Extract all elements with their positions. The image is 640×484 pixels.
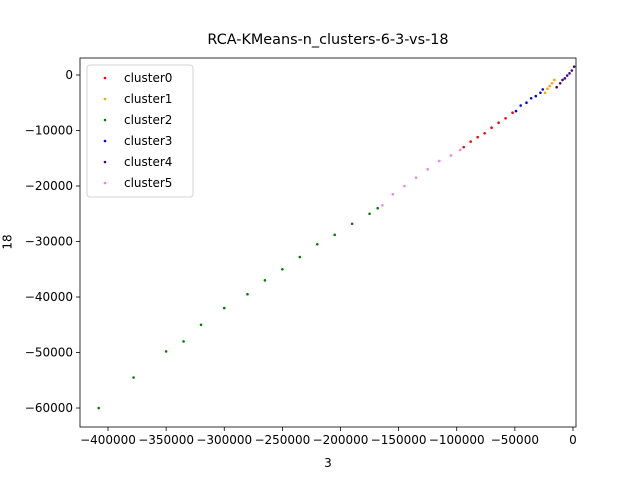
- legend-box: [86, 64, 194, 198]
- legend-marker: [103, 97, 107, 101]
- point: [164, 350, 168, 353]
- point: [543, 91, 547, 95]
- point: [414, 176, 418, 179]
- point: [462, 145, 466, 149]
- point: [381, 204, 384, 207]
- point: [539, 91, 542, 95]
- point: [391, 193, 395, 196]
- point: [368, 212, 371, 216]
- point: [546, 87, 549, 91]
- point: [438, 159, 441, 163]
- x-axis-label: 3: [324, 456, 332, 470]
- point: [561, 78, 564, 82]
- y-tick-label: 0: [65, 68, 73, 82]
- point: [534, 94, 538, 98]
- x-tick-label: −250000: [254, 433, 310, 447]
- legend-label: cluster4: [124, 155, 172, 169]
- legend-label: cluster0: [124, 71, 172, 85]
- x-tick-label: −150000: [371, 433, 427, 447]
- point: [298, 255, 302, 259]
- x-tick-label: 0: [569, 433, 577, 447]
- point: [281, 267, 284, 271]
- point: [568, 72, 571, 75]
- x-tick-label: −400000: [80, 433, 136, 447]
- point: [476, 135, 479, 139]
- point: [246, 292, 249, 296]
- y-tick-label: −40000: [25, 290, 73, 304]
- legend-label: cluster3: [124, 134, 172, 148]
- point: [519, 104, 522, 107]
- point: [558, 82, 562, 85]
- x-tick-label: −300000: [196, 433, 252, 447]
- point: [550, 82, 554, 85]
- legend-label: cluster5: [124, 176, 172, 190]
- point: [132, 376, 135, 379]
- point: [565, 74, 569, 77]
- point: [497, 121, 500, 125]
- point: [182, 340, 185, 343]
- point: [529, 96, 533, 100]
- point: [514, 109, 518, 113]
- point: [403, 184, 406, 188]
- x-tick-label: −50000: [491, 433, 539, 447]
- chart-title: RCA-KMeans-n_clusters-6-3-vs-18: [207, 32, 448, 48]
- legend-marker: [103, 181, 107, 185]
- point: [563, 77, 567, 80]
- x-tick-label: −200000: [313, 433, 369, 447]
- y-tick-label: −50000: [25, 346, 73, 360]
- point: [570, 69, 574, 72]
- point: [263, 279, 267, 282]
- point: [483, 131, 486, 135]
- legend-marker: [103, 139, 107, 143]
- point: [525, 101, 528, 105]
- point: [511, 111, 514, 115]
- point: [315, 242, 319, 246]
- point: [490, 126, 493, 130]
- legend-marker: [103, 118, 107, 122]
- point: [449, 154, 453, 157]
- point: [469, 140, 472, 143]
- legend-label: cluster2: [124, 113, 172, 127]
- plot-frame: [79, 57, 577, 428]
- x-tick-label: −100000: [429, 433, 485, 447]
- point: [376, 206, 379, 210]
- point: [199, 323, 203, 327]
- legend-label: cluster1: [124, 92, 172, 106]
- y-tick-label: −20000: [25, 179, 73, 193]
- y-tick-label: −60000: [25, 401, 73, 415]
- point: [426, 168, 429, 171]
- point: [222, 306, 226, 310]
- legend-marker: [103, 160, 107, 164]
- point: [333, 233, 336, 237]
- legend-marker: [103, 76, 107, 80]
- point: [553, 78, 556, 82]
- y-axis-label: 18: [1, 234, 15, 249]
- y-tick-label: −30000: [25, 235, 73, 249]
- point: [541, 88, 545, 91]
- point: [548, 84, 552, 88]
- point: [97, 406, 101, 410]
- y-tick-label: −10000: [25, 123, 73, 137]
- x-tick-label: −350000: [138, 433, 194, 447]
- point: [504, 116, 507, 120]
- point: [458, 148, 462, 152]
- point: [555, 85, 559, 89]
- point: [572, 65, 576, 68]
- point: [350, 222, 354, 226]
